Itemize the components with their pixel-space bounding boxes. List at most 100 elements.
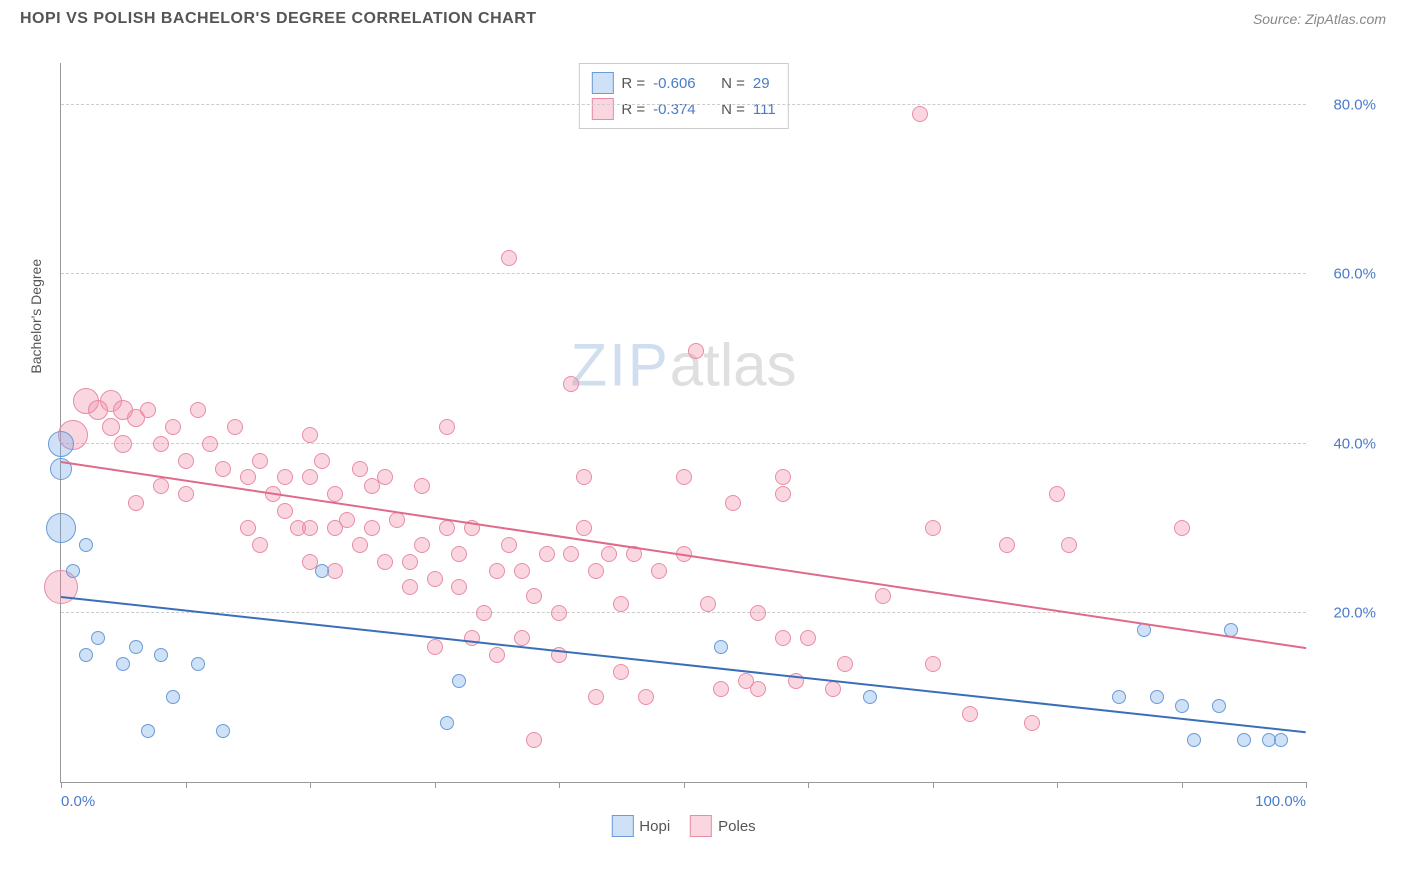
poles-point (775, 630, 791, 646)
poles-point (775, 486, 791, 502)
poles-point (925, 520, 941, 536)
poles-point (202, 436, 218, 452)
x-tick (310, 782, 311, 788)
poles-point (601, 546, 617, 562)
legend-swatch (591, 98, 613, 120)
poles-point (638, 689, 654, 705)
poles-point (240, 520, 256, 536)
poles-point (364, 520, 380, 536)
poles-point (750, 605, 766, 621)
poles-point (825, 681, 841, 697)
poles-point (414, 537, 430, 553)
x-tick (559, 782, 560, 788)
hopi-point (1150, 690, 1164, 704)
poles-point (427, 571, 443, 587)
hopi-point (452, 674, 466, 688)
legend-series-item: Poles (690, 815, 756, 837)
x-tick-label: 0.0% (61, 793, 95, 810)
watermark: ZIPatlas (570, 330, 796, 399)
poles-point (352, 461, 368, 477)
legend-correlation-row: R =-0.606N =29 (591, 70, 775, 96)
poles-point (651, 563, 667, 579)
hopi-point (863, 690, 877, 704)
poles-point (800, 630, 816, 646)
watermark-atlas: atlas (670, 331, 797, 398)
poles-point (314, 453, 330, 469)
poles-point (713, 681, 729, 697)
poles-point (352, 537, 368, 553)
gridline (61, 612, 1306, 613)
poles-point (190, 402, 206, 418)
poles-point (277, 469, 293, 485)
poles-point (750, 681, 766, 697)
x-tick (435, 782, 436, 788)
poles-point (102, 418, 120, 436)
hopi-point (166, 690, 180, 704)
chart-container: Bachelor's Degree ZIPatlas R =-0.606N =2… (20, 43, 1386, 843)
legend-series-item: Hopi (611, 815, 670, 837)
legend-correlation-row: R =-0.374N =111 (591, 96, 775, 122)
y-axis-label: Bachelor's Degree (28, 258, 44, 373)
poles-point (252, 453, 268, 469)
legend-r-label: R = (621, 101, 645, 118)
poles-point (402, 579, 418, 595)
poles-point (153, 436, 169, 452)
poles-point (551, 605, 567, 621)
x-tick (933, 782, 934, 788)
poles-point (1061, 537, 1077, 553)
x-tick (808, 782, 809, 788)
poles-point (402, 554, 418, 570)
poles-point (302, 469, 318, 485)
poles-point (588, 689, 604, 705)
poles-point (725, 495, 741, 511)
poles-point (563, 376, 579, 392)
watermark-zip: ZIP (570, 331, 669, 398)
poles-point (439, 520, 455, 536)
poles-point (875, 588, 891, 604)
poles-point (114, 435, 132, 453)
poles-point (178, 486, 194, 502)
legend-swatch (611, 815, 633, 837)
poles-point (153, 478, 169, 494)
hopi-point (1175, 699, 1189, 713)
poles-point (613, 664, 629, 680)
gridline (61, 104, 1306, 105)
correlation-legend: R =-0.606N =29R =-0.374N =111 (578, 63, 788, 129)
poles-point (539, 546, 555, 562)
x-tick (186, 782, 187, 788)
poles-point (464, 630, 480, 646)
x-tick-label: 100.0% (1255, 793, 1306, 810)
legend-r-value: -0.374 (653, 101, 713, 118)
poles-point (613, 596, 629, 612)
poles-trendline (61, 461, 1306, 649)
poles-point (165, 419, 181, 435)
hopi-point (714, 640, 728, 654)
poles-point (514, 630, 530, 646)
hopi-point (315, 564, 329, 578)
poles-point (700, 596, 716, 612)
poles-point (178, 453, 194, 469)
y-tick-label: 80.0% (1333, 97, 1376, 114)
hopi-point (66, 564, 80, 578)
gridline (61, 273, 1306, 274)
poles-point (451, 579, 467, 595)
poles-point (240, 469, 256, 485)
poles-point (489, 647, 505, 663)
hopi-point (216, 724, 230, 738)
hopi-point (48, 431, 74, 457)
x-tick (1057, 782, 1058, 788)
poles-point (489, 563, 505, 579)
poles-point (215, 461, 231, 477)
legend-swatch (690, 815, 712, 837)
x-tick (684, 782, 685, 788)
poles-point (588, 563, 604, 579)
poles-point (501, 250, 517, 266)
poles-point (327, 486, 343, 502)
poles-point (526, 588, 542, 604)
poles-point (925, 656, 941, 672)
legend-series-label: Poles (718, 818, 756, 835)
hopi-point (129, 640, 143, 654)
poles-point (427, 639, 443, 655)
poles-point (414, 478, 430, 494)
hopi-point (91, 631, 105, 645)
